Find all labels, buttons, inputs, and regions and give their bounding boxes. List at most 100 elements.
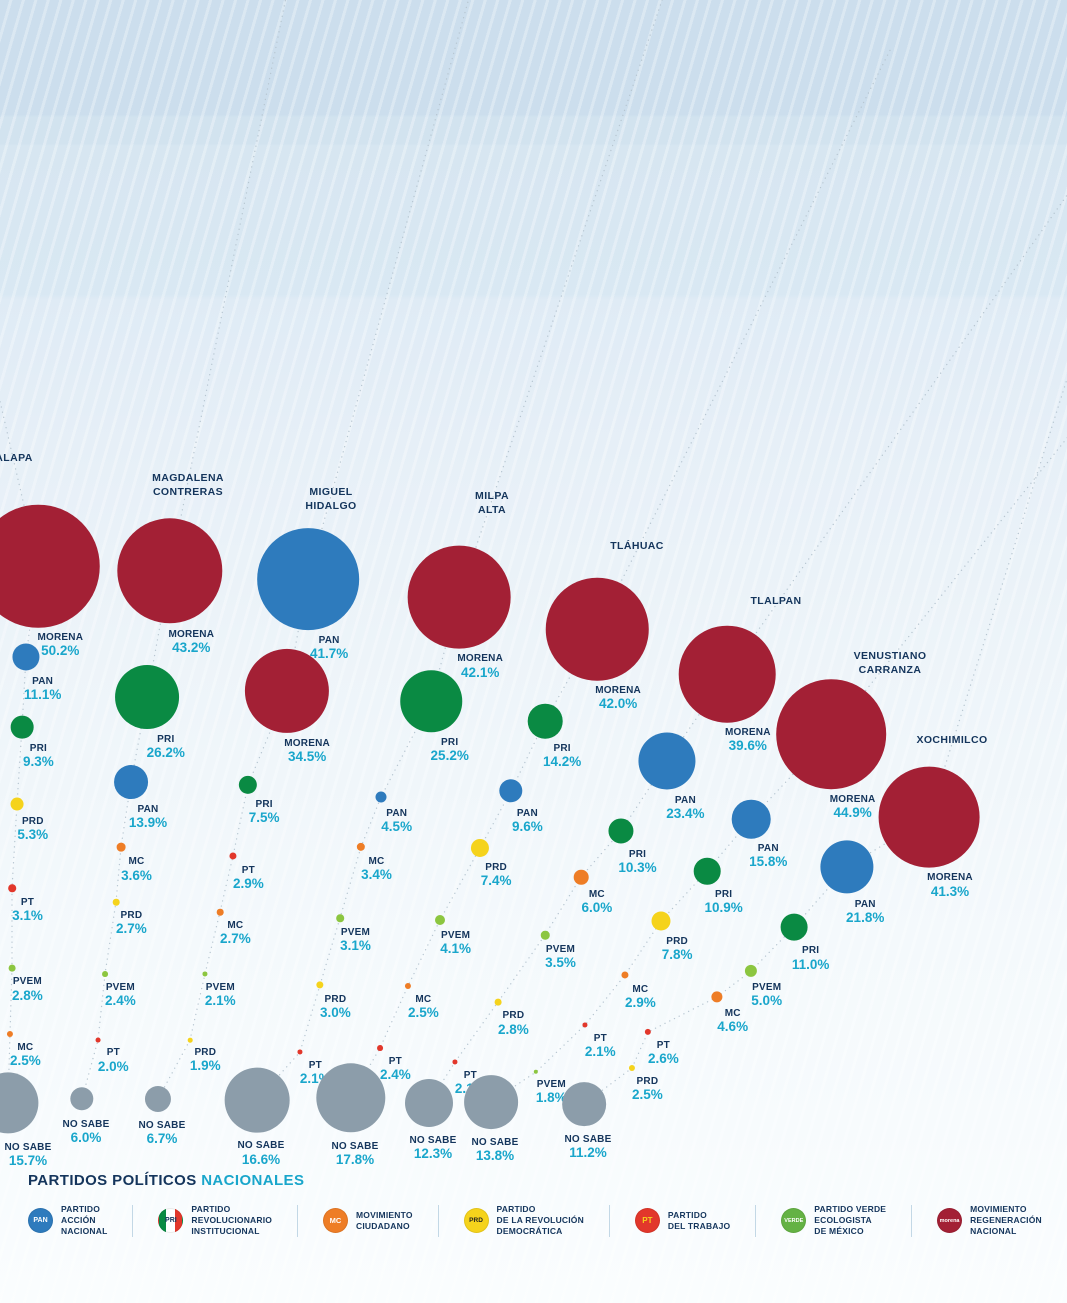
bubble-pan bbox=[257, 528, 359, 630]
bubble-pvem bbox=[540, 930, 550, 940]
party-value-label: NO SABE 15.7% bbox=[4, 1141, 52, 1168]
party-value-label: PRD 7.8% bbox=[661, 935, 693, 962]
bubble-pvem bbox=[102, 971, 108, 977]
bubble-no-sabe bbox=[316, 1063, 386, 1133]
bubble-prd bbox=[628, 1064, 636, 1072]
party-value-label: MORENA 42.0% bbox=[595, 685, 641, 712]
party-value-label: NO SABE 11.2% bbox=[564, 1133, 612, 1160]
district-label: MILPA ALTA bbox=[475, 490, 509, 516]
bubble-pan bbox=[12, 643, 40, 671]
legend-title-accent: NACIONALES bbox=[201, 1172, 305, 1189]
bubble-no-sabe bbox=[224, 1067, 290, 1133]
bubble-pvem bbox=[202, 971, 208, 977]
bubble-pri bbox=[400, 670, 462, 732]
party-value-label: MORENA 34.5% bbox=[284, 738, 330, 765]
party-value-label: PAN 11.1% bbox=[23, 675, 62, 702]
legend-item-name: PARTIDO DE LA REVOLUCIÓN DEMOCRÁTICA bbox=[496, 1204, 584, 1237]
party-value-label: PT 2.0% bbox=[97, 1047, 129, 1074]
bubble-pt bbox=[377, 1045, 383, 1051]
bubble-pvem bbox=[336, 914, 344, 922]
party-value-label: PRD 7.4% bbox=[480, 862, 512, 889]
bubble-no-sabe bbox=[405, 1079, 453, 1127]
bubble-prd bbox=[494, 998, 502, 1006]
bubble-pri bbox=[238, 775, 258, 795]
bubble-pan bbox=[114, 765, 148, 799]
bubble-pvem bbox=[435, 915, 445, 925]
party-value-label: PRD 2.8% bbox=[498, 1010, 529, 1037]
bubble-pt bbox=[582, 1022, 588, 1028]
bubble-pan bbox=[638, 732, 696, 790]
party-value-label: PRD 1.9% bbox=[189, 1047, 221, 1074]
bubble-mc bbox=[216, 908, 224, 916]
bubble-mc bbox=[404, 982, 412, 990]
party-value-label: PT 3.1% bbox=[12, 896, 43, 923]
party-value-label: PRD 5.3% bbox=[17, 815, 49, 842]
party-value-label: PVEM 3.5% bbox=[545, 944, 576, 971]
party-value-label: PRD 2.7% bbox=[116, 910, 147, 937]
bubble-pvem bbox=[8, 964, 16, 972]
pri-logo-icon: PRI bbox=[158, 1208, 184, 1234]
bubble-pt bbox=[297, 1049, 303, 1055]
party-value-label: MORENA 42.1% bbox=[457, 653, 504, 680]
party-value-label: PAN 41.7% bbox=[309, 634, 349, 662]
bubble-morena bbox=[776, 679, 886, 789]
bubble-pan bbox=[499, 779, 523, 803]
party-value-label: MORENA 39.6% bbox=[724, 727, 771, 754]
party-legend: PAN PARTIDO ACCIÓN NACIONAL PRI PARTIDO REVOLU… bbox=[28, 1204, 1042, 1237]
party-value-label: PVEM 5.0% bbox=[751, 982, 783, 1009]
bubble-pvem bbox=[744, 964, 758, 978]
party-value-label: NO SABE 6.0% bbox=[62, 1118, 110, 1145]
party-value-label: MC 2.9% bbox=[625, 983, 656, 1010]
bubble-pri bbox=[693, 857, 721, 885]
party-value-label: NO SABE 12.3% bbox=[409, 1135, 457, 1162]
party-value-label: NO SABE 16.6% bbox=[237, 1140, 285, 1167]
bubble-prd bbox=[10, 797, 24, 811]
bubble-prd bbox=[316, 981, 324, 989]
bubble-prd bbox=[187, 1037, 193, 1043]
bubble-pan bbox=[375, 791, 387, 803]
bubble-prd bbox=[112, 898, 120, 906]
bubble-prd bbox=[651, 911, 671, 931]
legend-item-pt: PT PARTIDO DEL TRABAJO bbox=[634, 1208, 731, 1234]
party-value-label: MORENA 41.3% bbox=[927, 872, 973, 899]
party-value-label: PRD 2.5% bbox=[632, 1076, 663, 1103]
district-label: VENUSTIANO CARRANZA bbox=[853, 650, 927, 676]
legend-item-name: PARTIDO REVOLUCIONARIO INSTITUCIONAL bbox=[191, 1204, 273, 1237]
legend-divider bbox=[755, 1204, 757, 1237]
party-value-label: PVEM 2.8% bbox=[12, 976, 43, 1003]
bubble-morena bbox=[117, 518, 223, 624]
prd-logo-icon: PRD bbox=[463, 1208, 489, 1234]
bubble-mc bbox=[621, 971, 629, 979]
party-value-label: PT 2.4% bbox=[380, 1055, 411, 1083]
legend-item-pan: PAN PARTIDO ACCIÓN NACIONAL bbox=[28, 1204, 107, 1237]
district-label: ALAPA bbox=[0, 452, 33, 464]
party-value-label: PAN 4.5% bbox=[381, 807, 413, 834]
party-value-label: PVEM 2.4% bbox=[105, 981, 136, 1009]
bubble-pt bbox=[8, 884, 16, 892]
district-connector-line bbox=[428, 194, 1067, 1104]
legend-divider bbox=[132, 1204, 134, 1237]
party-value-label: MC 6.0% bbox=[581, 889, 613, 916]
morena-logo-icon: morena bbox=[937, 1208, 963, 1234]
bubble-pri bbox=[115, 665, 179, 729]
bubble-pt bbox=[452, 1059, 458, 1065]
legend-item-pri: PRI PARTIDO REVOLUCIONARIO INSTITUCIONAL bbox=[158, 1204, 272, 1237]
party-value-label: PRI 14.2% bbox=[542, 743, 582, 770]
bubble-no-sabe bbox=[0, 1072, 39, 1134]
party-value-label: MORENA 43.2% bbox=[168, 628, 215, 655]
party-value-label: MORENA 44.9% bbox=[829, 793, 876, 820]
district-label: MIGUEL HIDALGO bbox=[305, 486, 357, 512]
party-value-label: MC 2.5% bbox=[408, 994, 439, 1021]
bubble-pri bbox=[608, 818, 634, 844]
party-value-label: NO SABE 17.8% bbox=[331, 1140, 379, 1167]
bubble-morena bbox=[878, 766, 980, 868]
party-value-label: PRI 10.9% bbox=[704, 889, 743, 916]
party-value-label: MC 3.6% bbox=[121, 856, 152, 883]
party-value-label: PT 2.9% bbox=[233, 864, 264, 891]
bubble-morena bbox=[678, 625, 776, 723]
bubble-mc bbox=[573, 869, 589, 885]
bubble-morena bbox=[545, 577, 649, 681]
party-value-label: NO SABE 13.8% bbox=[471, 1136, 519, 1164]
bubble-pt bbox=[95, 1037, 101, 1043]
